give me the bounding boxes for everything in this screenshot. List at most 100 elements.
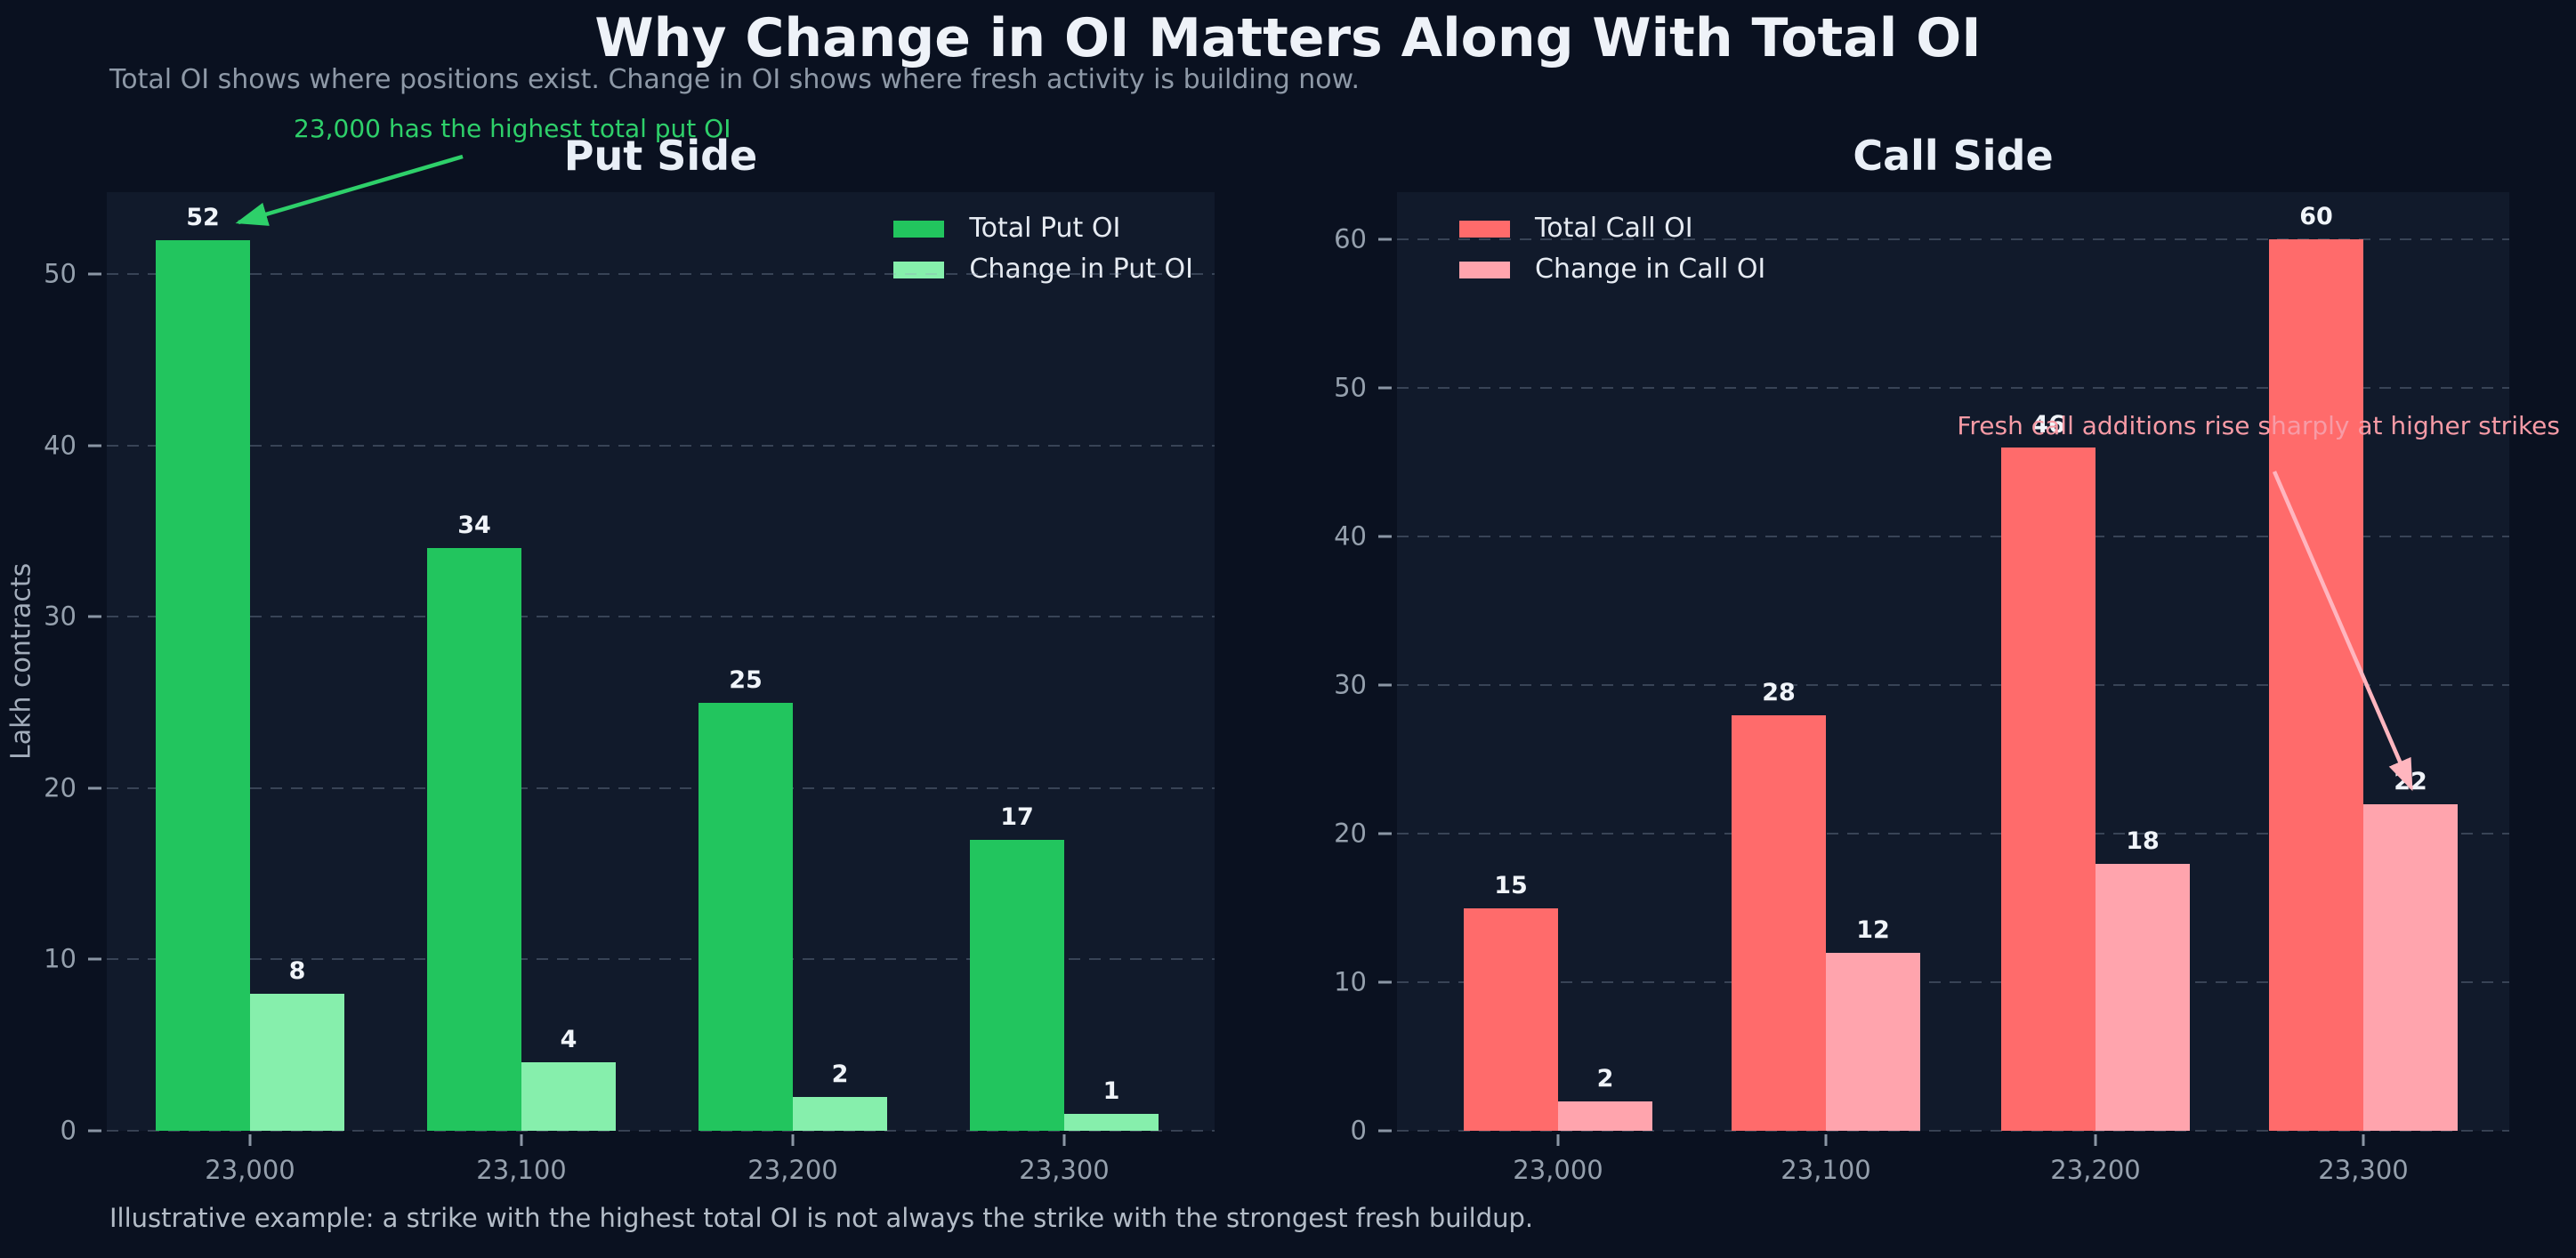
gridline bbox=[107, 444, 1215, 447]
y-tick-mark bbox=[88, 272, 101, 276]
y-tick-mark bbox=[1378, 535, 1392, 538]
gridline bbox=[1397, 833, 2509, 835]
y-tick-label: 0 bbox=[60, 1115, 77, 1146]
bar-value-label: 60 bbox=[2299, 203, 2333, 231]
legend-row: Total Put OI bbox=[893, 215, 1193, 242]
y-tick-mark bbox=[88, 1129, 101, 1133]
x-tick-label: 23,100 bbox=[476, 1155, 567, 1185]
legend-row: Total Call OI bbox=[1459, 215, 1765, 242]
call-annotation-text: Fresh call additions rise sharply at hig… bbox=[1957, 411, 2560, 440]
figure-subtitle: Total OI shows where positions exist. Ch… bbox=[109, 64, 1360, 95]
gridline bbox=[1397, 238, 2509, 241]
change-bar bbox=[793, 1096, 887, 1131]
put-annotation-text: 23,000 has the highest total put OI bbox=[294, 114, 731, 143]
bar-value-label: 2 bbox=[1596, 1064, 1614, 1093]
total-bar bbox=[699, 702, 793, 1131]
bar-value-label: 28 bbox=[1762, 678, 1796, 706]
y-tick-mark bbox=[88, 444, 101, 448]
bar-value-label: 18 bbox=[2126, 827, 2160, 855]
y-tick-label: 50 bbox=[1334, 372, 1367, 403]
y-axis-label: Lakh contracts bbox=[5, 562, 37, 761]
bar-value-label: 2 bbox=[831, 1060, 849, 1088]
bar-value-label: 1 bbox=[1102, 1077, 1120, 1105]
y-tick-mark bbox=[88, 786, 101, 790]
put-side-title: Put Side bbox=[563, 132, 758, 180]
x-tick-mark bbox=[248, 1134, 252, 1146]
y-tick-label: 0 bbox=[1350, 1115, 1367, 1146]
x-tick-label: 23,200 bbox=[747, 1155, 838, 1185]
bar-value-label: 34 bbox=[457, 512, 491, 540]
figure-footer: Illustrative example: a strike with the … bbox=[109, 1203, 1534, 1233]
figure-title: Why Change in OI Matters Along With Tota… bbox=[594, 7, 1982, 69]
y-tick-mark bbox=[88, 615, 101, 618]
x-tick-mark bbox=[2094, 1134, 2097, 1146]
bar-value-label: 52 bbox=[186, 203, 220, 231]
total-bar bbox=[156, 239, 250, 1131]
y-tick-label: 20 bbox=[1334, 818, 1367, 849]
y-tick-label: 30 bbox=[44, 601, 77, 632]
x-tick-mark bbox=[1556, 1134, 1560, 1146]
gridline bbox=[1397, 684, 2509, 687]
y-tick-mark bbox=[1378, 683, 1392, 687]
bar-value-label: 12 bbox=[1856, 915, 1890, 944]
gridline bbox=[1397, 387, 2509, 390]
put-side-chart: Put Side Lakh contracts Total Put OI Chan… bbox=[6, 132, 1215, 1183]
change-bar bbox=[1558, 1101, 1652, 1131]
gridline bbox=[107, 273, 1215, 276]
gridline bbox=[107, 616, 1215, 618]
x-tick-label: 23,300 bbox=[1019, 1155, 1110, 1185]
x-tick-label: 23,300 bbox=[2318, 1155, 2409, 1185]
x-tick-label: 23,000 bbox=[1513, 1155, 1603, 1185]
bar-value-label: 15 bbox=[1494, 871, 1528, 899]
y-tick-mark bbox=[1378, 980, 1392, 984]
legend-swatch bbox=[1459, 220, 1510, 238]
y-tick-mark bbox=[88, 957, 101, 961]
total-bar bbox=[1732, 714, 1826, 1131]
gridline bbox=[1397, 981, 2509, 984]
legend-swatch bbox=[893, 220, 945, 238]
legend-label: Total Put OI bbox=[969, 213, 1121, 244]
bar-value-label: 25 bbox=[729, 665, 763, 694]
y-tick-label: 30 bbox=[1334, 669, 1367, 700]
x-tick-mark bbox=[2362, 1134, 2365, 1146]
y-tick-label: 40 bbox=[44, 430, 77, 461]
legend-label: Total Call OI bbox=[1535, 213, 1693, 244]
bar-value-label: 22 bbox=[2394, 767, 2427, 795]
legend-swatch bbox=[893, 261, 945, 278]
y-tick-label: 50 bbox=[44, 258, 77, 289]
change-bar bbox=[521, 1062, 616, 1131]
gridline bbox=[1397, 536, 2509, 538]
call-legend: Total Call OI Change in Call OI bbox=[1459, 215, 1765, 283]
change-bar bbox=[1064, 1113, 1159, 1131]
total-bar bbox=[2001, 448, 2096, 1131]
gridline bbox=[107, 786, 1215, 789]
change-bar bbox=[2096, 863, 2190, 1131]
bar-value-label: 8 bbox=[288, 957, 306, 985]
y-tick-mark bbox=[1378, 238, 1392, 241]
x-tick-label: 23,100 bbox=[1781, 1155, 1871, 1185]
y-tick-label: 60 bbox=[1334, 223, 1367, 254]
change-bar bbox=[250, 994, 344, 1131]
legend-row: Change in Call OI bbox=[1459, 256, 1765, 283]
change-bar bbox=[1826, 952, 1920, 1131]
x-tick-label: 23,200 bbox=[2050, 1155, 2141, 1185]
gridline bbox=[1397, 1130, 2509, 1132]
legend-label: Change in Put OI bbox=[969, 254, 1193, 285]
bar-value-label: 4 bbox=[560, 1026, 577, 1053]
total-bar bbox=[970, 839, 1064, 1131]
total-bar bbox=[427, 548, 521, 1131]
y-tick-label: 10 bbox=[1334, 966, 1367, 997]
call-side-chart: Call Side Total Call OI Change in Call OI… bbox=[1334, 132, 2509, 1183]
total-bar bbox=[2269, 239, 2363, 1131]
put-legend: Total Put OI Change in Put OI bbox=[893, 215, 1193, 283]
y-tick-mark bbox=[1378, 386, 1392, 390]
legend-label: Change in Call OI bbox=[1535, 254, 1766, 285]
change-bar bbox=[2363, 803, 2458, 1131]
bar-value-label: 46 bbox=[2031, 411, 2065, 439]
y-tick-label: 20 bbox=[44, 772, 77, 803]
bar-value-label: 17 bbox=[1000, 802, 1034, 831]
gridline bbox=[107, 958, 1215, 961]
legend-swatch bbox=[1459, 261, 1510, 278]
y-tick-mark bbox=[1378, 1129, 1392, 1133]
